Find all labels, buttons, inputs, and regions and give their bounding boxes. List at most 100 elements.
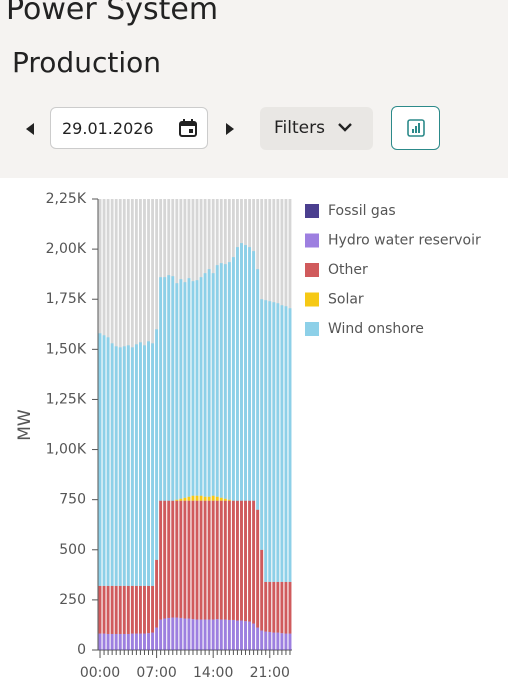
calendar-icon[interactable] — [178, 118, 198, 138]
bar-segment — [167, 500, 171, 618]
bar-segment — [98, 585, 102, 634]
chart-icon — [407, 119, 425, 137]
bar-segment — [203, 619, 207, 650]
bar-segment — [106, 337, 110, 586]
bar-segment — [114, 585, 118, 634]
legend-label: Wind onshore — [328, 321, 424, 337]
chart-toggle[interactable] — [391, 106, 440, 150]
bar-segment — [219, 500, 223, 620]
bar-segment — [163, 277, 167, 501]
bar-segment — [211, 619, 215, 650]
bar-segment — [98, 333, 102, 586]
bar-segment — [203, 500, 207, 620]
bar-segment — [130, 347, 134, 586]
bar-segment — [175, 500, 179, 618]
bar-segment — [130, 633, 134, 650]
bar-segment — [280, 633, 284, 650]
bar-segment — [248, 500, 252, 622]
filters-button[interactable]: Filters — [260, 107, 373, 150]
bar-segment — [159, 619, 163, 650]
bar-segment — [280, 581, 284, 634]
bar-segment — [183, 618, 187, 650]
bar-segment — [252, 251, 256, 501]
legend-label: Other — [328, 262, 368, 278]
bar-segment — [191, 500, 195, 620]
y-tick-label: 2,00K — [46, 241, 87, 257]
y-tick-label: 1,25K — [46, 391, 87, 407]
bar-segment — [151, 585, 155, 633]
bar-segment — [199, 277, 203, 496]
bar-segment — [240, 620, 243, 650]
legend-swatch — [305, 322, 319, 336]
bar-segment — [264, 581, 268, 632]
date-input[interactable]: 29.01.2026 — [50, 107, 208, 149]
bar-segment — [240, 243, 243, 501]
bar-segment — [227, 619, 231, 650]
prev-day[interactable] — [24, 122, 36, 136]
bar-segment — [264, 300, 268, 582]
bar-segment — [223, 264, 227, 499]
bar-segment — [118, 633, 122, 650]
bar-segment — [147, 341, 150, 586]
bar-segment — [143, 585, 146, 634]
next-day[interactable] — [224, 122, 236, 136]
bar-segment — [231, 619, 235, 650]
bar-segment — [223, 498, 227, 501]
bar-segment — [159, 500, 163, 620]
y-tick-label: 500 — [59, 542, 86, 558]
y-tick-label: 1,50K — [46, 341, 87, 357]
bar-segment — [147, 585, 150, 634]
bar-segment — [143, 345, 146, 586]
x-tick-label: 00:00 — [80, 665, 120, 681]
bar-segment — [179, 279, 183, 499]
bar-segment — [268, 301, 272, 582]
bar-segment — [199, 500, 203, 620]
bar-segment — [276, 303, 280, 582]
bar-segment — [280, 305, 284, 582]
bar-segment — [191, 281, 195, 496]
bar-segment — [102, 335, 106, 586]
bar-segment — [227, 499, 231, 501]
bar-segment — [183, 500, 187, 619]
bar-segment — [159, 277, 163, 501]
bar-segment — [203, 273, 207, 497]
bar-segment — [260, 299, 264, 550]
bar-segment — [183, 497, 187, 501]
bar-segment — [215, 496, 219, 501]
bar-segment — [252, 500, 256, 624]
bar-segment — [195, 495, 199, 501]
bar-segment — [219, 497, 223, 501]
bar-segment — [248, 621, 252, 650]
bar-segment — [134, 344, 138, 586]
bar-segment — [244, 500, 247, 622]
y-tick-label: 0 — [77, 642, 86, 658]
bar-segment — [235, 247, 239, 501]
bar-segment — [211, 495, 215, 501]
bar-segment — [235, 620, 239, 650]
bar-segment — [207, 500, 211, 620]
bar-segment — [207, 269, 211, 497]
bar-segment — [288, 633, 292, 650]
bar-segment — [211, 273, 215, 496]
bar-segment — [268, 581, 272, 632]
bar-segment — [256, 269, 260, 510]
bar-segment — [244, 245, 247, 501]
bar-segment — [195, 280, 199, 496]
y-tick-label: 250 — [59, 592, 86, 608]
bar-segment — [227, 262, 231, 500]
bar-segment — [260, 630, 264, 650]
legend-label: Hydro water reservoir — [328, 233, 481, 249]
bar-segment — [223, 500, 227, 620]
bar-segment — [126, 585, 130, 634]
bar-segment — [199, 619, 203, 650]
bar-segment — [272, 632, 276, 650]
bar-segment — [264, 631, 268, 650]
bar-segment — [191, 495, 195, 501]
bar-segment — [110, 343, 114, 586]
bar-segment — [215, 619, 219, 650]
bar-segment — [122, 633, 126, 650]
bar-segment — [215, 500, 219, 620]
bar-segment — [167, 617, 171, 650]
bar-segment — [187, 496, 191, 501]
